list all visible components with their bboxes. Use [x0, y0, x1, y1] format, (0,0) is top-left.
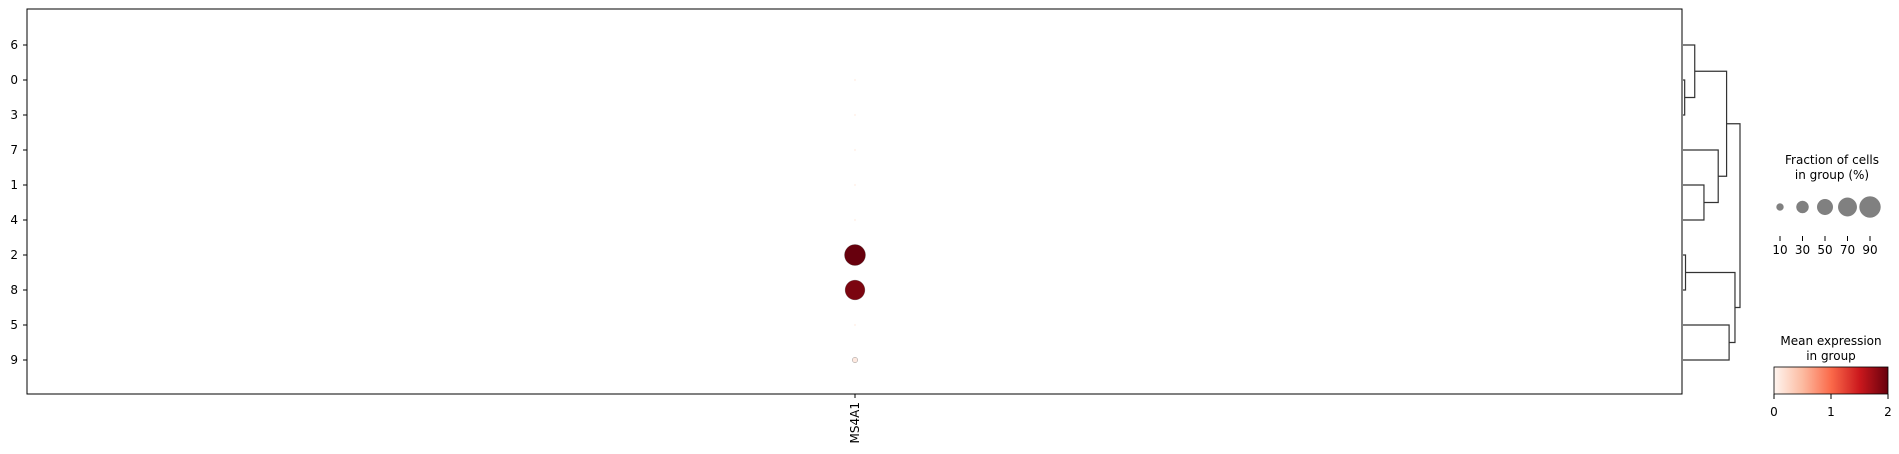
y-tick-label: 8 — [10, 283, 18, 297]
dot-group-7 — [853, 148, 857, 152]
size-legend-dot — [1776, 203, 1784, 211]
size-legend-label: 30 — [1795, 243, 1810, 257]
dendrogram-link — [1685, 271, 1736, 344]
color-legend-title-line1: Mean expression — [1780, 334, 1881, 348]
dendrogram-link — [1694, 70, 1728, 177]
dot-group-5 — [853, 323, 857, 327]
x-tick-label: MS4A1 — [848, 402, 862, 443]
colorbar-tick-label: 0 — [1770, 405, 1778, 419]
x-axis: MS4A1 — [848, 394, 862, 443]
colorbar-tick-label: 1 — [1827, 405, 1835, 419]
size-legend-dot — [1838, 197, 1857, 217]
y-tick-label: 4 — [10, 213, 18, 227]
size-legend-items: 10 30 50 70 90 — [1772, 196, 1881, 257]
y-tick-label: 5 — [10, 318, 18, 332]
dendrogram-link — [1683, 79, 1686, 116]
y-axis: 6 0 3 7 1 4 2 8 5 9 — [10, 38, 27, 367]
dendrogram-link — [1726, 123, 1741, 309]
dendrogram-link — [1683, 324, 1730, 361]
colorbar-ticks: 0 1 2 — [1770, 394, 1892, 419]
size-legend: Fraction of cells in group (%) 10 30 50 70 9… — [1772, 153, 1881, 257]
y-tick-label: 2 — [10, 248, 18, 262]
size-legend-label: 50 — [1817, 243, 1832, 257]
size-legend-label: 10 — [1772, 243, 1787, 257]
size-legend-title-line1: Fraction of cells — [1785, 153, 1879, 167]
size-legend-dot — [1817, 199, 1833, 215]
size-legend-title-line2: in group (%) — [1795, 168, 1869, 182]
dot-group-2 — [844, 244, 866, 266]
size-legend-label: 90 — [1862, 243, 1877, 257]
size-legend-dot — [1859, 196, 1881, 218]
dot-group-4 — [853, 218, 857, 222]
y-tick-label: 6 — [10, 38, 18, 52]
dot-group-8 — [844, 279, 866, 301]
dendrogram-link — [1683, 184, 1705, 221]
dot-group-0 — [853, 78, 857, 82]
dot-group-1 — [853, 183, 857, 187]
y-tick-label: 3 — [10, 108, 18, 122]
dot-group-9 — [852, 357, 858, 363]
dendrogram-link — [1683, 149, 1719, 204]
y-tick-label: 1 — [10, 178, 18, 192]
plot-frame — [26, 8, 1683, 395]
dot-group-3 — [853, 113, 857, 117]
colorbar-tick-label: 2 — [1884, 405, 1892, 419]
y-tick-label: 7 — [10, 143, 18, 157]
dendrogram — [1683, 44, 1741, 361]
dot-series — [844, 78, 866, 363]
size-legend-label: 70 — [1840, 243, 1855, 257]
y-tick-label: 0 — [10, 73, 18, 87]
size-legend-dot — [1796, 200, 1809, 214]
color-legend: Mean expression in group 0 1 2 — [1770, 334, 1892, 419]
colorbar — [1773, 366, 1889, 395]
dendrogram-link — [1683, 254, 1687, 291]
y-tick-label: 9 — [10, 353, 18, 367]
color-legend-title-line2: in group — [1806, 349, 1856, 363]
